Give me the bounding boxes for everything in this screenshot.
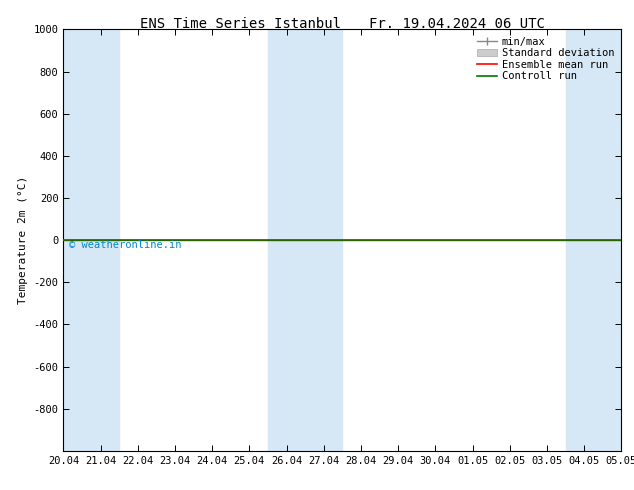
Bar xyxy=(603,29,634,451)
Legend: min/max, Standard deviation, Ensemble mean run, Controll run: min/max, Standard deviation, Ensemble me… xyxy=(474,35,616,83)
Bar xyxy=(566,29,603,451)
Bar xyxy=(82,29,119,451)
Bar xyxy=(45,29,82,451)
Bar xyxy=(268,29,305,451)
Text: ENS Time Series Istanbul: ENS Time Series Istanbul xyxy=(140,17,342,31)
Text: Fr. 19.04.2024 06 UTC: Fr. 19.04.2024 06 UTC xyxy=(368,17,545,31)
Text: © weatheronline.in: © weatheronline.in xyxy=(69,240,181,250)
Bar xyxy=(305,29,342,451)
Y-axis label: Temperature 2m (°C): Temperature 2m (°C) xyxy=(18,176,28,304)
